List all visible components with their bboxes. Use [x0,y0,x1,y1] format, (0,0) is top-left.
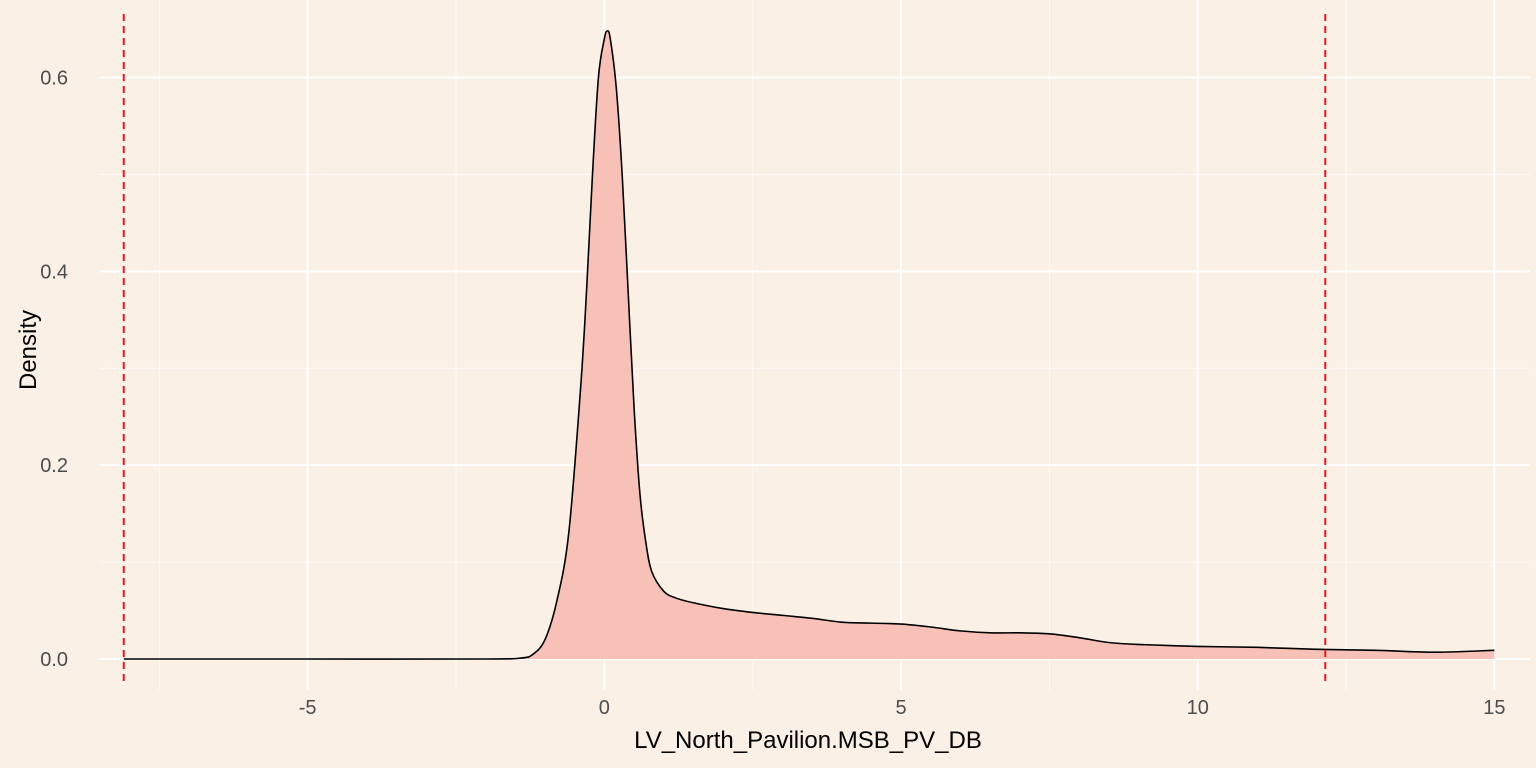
x-axis: -5 0 5 10 15 [299,697,1506,719]
x-tick-label: 15 [1483,697,1505,719]
x-tick-label: 10 [1187,697,1209,719]
y-tick-label: 0.4 [40,261,68,283]
reference-lines [122,14,1327,682]
y-tick-label: 0.2 [40,455,68,477]
y-axis-title: Density [15,310,42,390]
y-tick-label: 0.6 [40,68,68,90]
x-tick-label: -5 [299,697,317,719]
x-tick-label: 5 [895,697,906,719]
density-area [123,30,1495,660]
density-plot [123,30,1495,660]
y-tick-label: 0.0 [40,649,68,671]
y-axis: 0.0 0.2 0.4 0.6 [40,68,68,671]
minor-grid [100,0,1530,690]
x-tick-label: 0 [599,697,610,719]
major-grid [100,0,1530,690]
x-axis-title: LV_North_Pavilion.MSB_PV_DB [634,727,982,754]
density-line [123,30,1495,660]
